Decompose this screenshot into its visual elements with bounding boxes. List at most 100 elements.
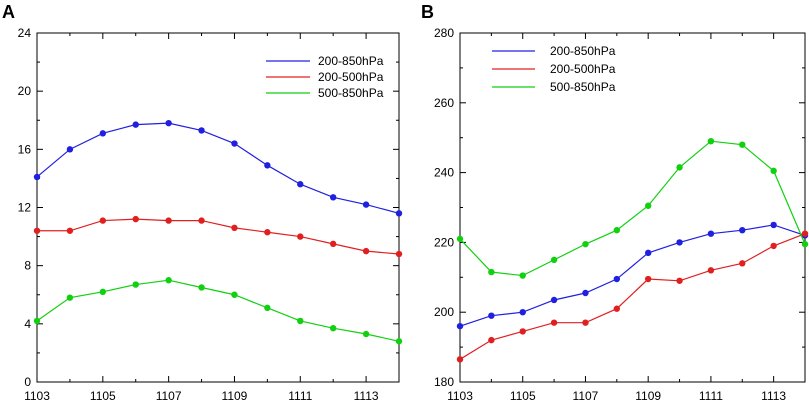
x-tick-label: 1113 (354, 389, 379, 403)
data-point (613, 305, 621, 312)
y-tick-label: 220 (434, 235, 454, 249)
data-point (264, 162, 271, 169)
y-tick-label: 0 (24, 375, 31, 389)
data-point (613, 275, 621, 283)
data-point (488, 268, 495, 276)
y-tick-label: 8 (24, 259, 31, 273)
data-point (297, 233, 304, 240)
panel-letter: B (421, 2, 434, 22)
panel-letter: A (2, 2, 15, 22)
data-point (33, 173, 41, 181)
data-point (198, 284, 205, 291)
x-tick-label: 1103 (24, 389, 50, 403)
data-point (676, 164, 683, 171)
data-point (231, 291, 238, 298)
legend-label: 200-500hPa (318, 70, 384, 84)
data-point (329, 194, 337, 201)
data-point (488, 312, 495, 319)
data-point (66, 294, 74, 301)
x-tick-label: 1105 (90, 389, 116, 403)
legend-label: 500-850hPa (550, 80, 616, 94)
series-line (459, 140, 806, 277)
data-point (519, 272, 526, 279)
x-tick-label: 1111 (288, 389, 312, 403)
data-point (707, 230, 715, 237)
y-tick-label: 12 (18, 201, 32, 215)
data-point (550, 319, 558, 326)
y-tick-label: 200 (434, 305, 454, 319)
data-point (198, 127, 205, 134)
legend-label: 200-500hPa (550, 62, 616, 76)
data-point (264, 229, 271, 236)
data-point (329, 240, 337, 248)
legend-label: 500-850hPa (318, 86, 384, 100)
series-line (36, 279, 400, 342)
data-point (456, 322, 464, 330)
data-point (264, 304, 271, 312)
data-point (231, 140, 238, 147)
data-point (395, 210, 403, 217)
legend-label: 200-850hPa (550, 44, 616, 58)
data-point (297, 317, 304, 325)
series-line (459, 224, 806, 327)
panel-b: B 180 200 220 240 260 280 1103 1105 1107 1109 1111 1… (421, 2, 809, 403)
data-point (456, 235, 464, 243)
data-point (644, 249, 652, 257)
y-tick-label: 24 (18, 26, 32, 40)
data-point (582, 319, 589, 326)
x-tick-label: 1103 (447, 389, 473, 403)
legend-label: 200-850hPa (318, 54, 384, 68)
data-point (66, 146, 74, 153)
data-point (132, 121, 139, 128)
data-point (33, 317, 41, 325)
series-line (37, 218, 400, 255)
data-point (801, 230, 809, 237)
data-point (231, 224, 238, 232)
data-point (644, 275, 652, 283)
data-point (644, 202, 652, 209)
data-point (676, 277, 683, 284)
data-point (801, 240, 809, 248)
data-point (770, 221, 777, 229)
y-tick-label: 280 (434, 26, 454, 40)
data-point (739, 226, 746, 234)
data-point (395, 338, 403, 345)
y-tick-label: 240 (434, 166, 454, 180)
data-point (165, 217, 172, 224)
data-point (739, 260, 746, 267)
x-tick-label: 1113 (761, 389, 786, 403)
data-point (582, 289, 589, 297)
series-line (459, 233, 806, 360)
data-point (165, 119, 172, 127)
data-point (770, 167, 777, 175)
data-point (550, 256, 558, 264)
series-line (36, 122, 400, 214)
data-point (770, 242, 777, 250)
data-point (362, 330, 370, 338)
x-tick-label: 1105 (510, 389, 536, 403)
data-point (99, 217, 107, 224)
data-point (362, 201, 370, 208)
data-point (329, 324, 337, 332)
y-tick-label: 4 (24, 317, 31, 331)
y-tick-label: 260 (434, 96, 454, 110)
data-point (550, 296, 558, 304)
data-point (488, 336, 495, 344)
data-point (613, 226, 621, 234)
x-tick-label: 1111 (699, 389, 723, 403)
y-tick-label: 16 (18, 142, 32, 156)
data-point (99, 288, 107, 296)
data-point (198, 217, 205, 224)
x-tick-label: 1109 (635, 389, 661, 403)
data-point (362, 247, 370, 255)
data-point (519, 328, 526, 335)
plot-frame (459, 32, 806, 383)
data-point (707, 137, 715, 145)
data-point (132, 281, 139, 288)
y-tick-label: 180 (434, 375, 454, 389)
x-tick-label: 1109 (222, 389, 248, 403)
data-point (582, 240, 589, 248)
data-point (395, 250, 403, 258)
data-point (132, 215, 139, 223)
